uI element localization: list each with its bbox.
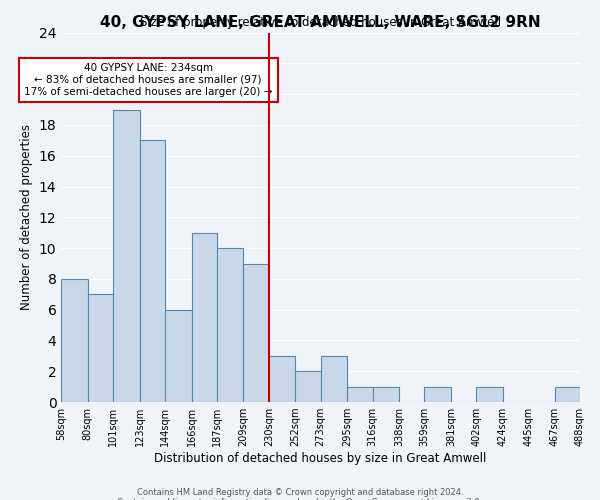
X-axis label: Distribution of detached houses by size in Great Amwell: Distribution of detached houses by size … <box>154 452 487 465</box>
Bar <box>476 386 503 402</box>
Bar <box>295 372 320 402</box>
Bar <box>320 356 347 402</box>
Bar <box>424 386 451 402</box>
Bar <box>165 310 191 402</box>
Text: 40 GYPSY LANE: 234sqm
← 83% of detached houses are smaller (97)
17% of semi-deta: 40 GYPSY LANE: 234sqm ← 83% of detached … <box>24 64 272 96</box>
Bar <box>269 356 295 402</box>
Bar <box>113 110 140 402</box>
Bar <box>191 232 217 402</box>
Bar <box>554 386 580 402</box>
Bar <box>347 386 373 402</box>
Bar <box>140 140 165 402</box>
Text: Size of property relative to detached houses in Great Amwell: Size of property relative to detached ho… <box>140 16 501 29</box>
Title: 40, GYPSY LANE, GREAT AMWELL, WARE, SG12 9RN: 40, GYPSY LANE, GREAT AMWELL, WARE, SG12… <box>100 15 541 30</box>
Bar <box>217 248 244 402</box>
Bar <box>61 279 88 402</box>
Bar <box>244 264 269 402</box>
Bar <box>88 294 113 402</box>
Text: Contains public sector information licensed under the Open Government Licence v3: Contains public sector information licen… <box>118 498 482 500</box>
Text: Contains HM Land Registry data © Crown copyright and database right 2024.: Contains HM Land Registry data © Crown c… <box>137 488 463 497</box>
Y-axis label: Number of detached properties: Number of detached properties <box>20 124 33 310</box>
Bar <box>373 386 399 402</box>
